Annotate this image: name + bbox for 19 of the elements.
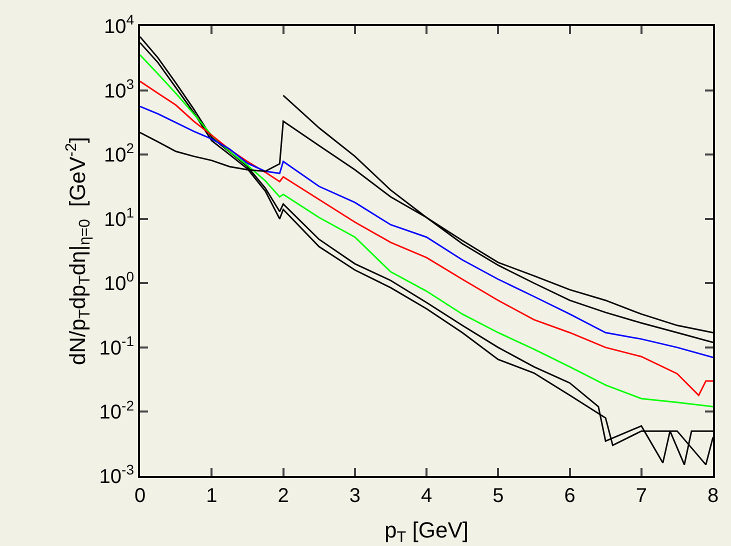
y-tick-label: 10$^{-3}$ [99,462,134,488]
x-tick-label: 8 [707,485,719,507]
x-tick-label: 5 [492,485,504,507]
x-tick-label: 0 [134,485,146,507]
x-tick-label: 4 [420,485,432,507]
y-tick-label: 10$^{-1}$ [99,333,134,360]
line-series [140,106,713,358]
x-tick-label: 1 [206,485,218,507]
y-tick-label: 10$^{0}$ [104,268,134,296]
y-tick-label: 10$^{3}$ [104,76,134,102]
x-tick-label: 6 [564,485,576,507]
x-tick-label: 3 [349,485,360,507]
y-tick-label: 10$^{1}$ [104,204,134,231]
x-tick-label: 7 [636,485,647,507]
x-axis-title: p$_{T}$ [GeV] [384,517,469,546]
y-tick-label: 10$^{4}$ [104,12,134,38]
x-tick-label: 2 [278,485,289,507]
y-tick-label: 10$^{-2}$ [99,397,134,424]
y-tick-label: 10$^{2}$ [104,140,134,167]
